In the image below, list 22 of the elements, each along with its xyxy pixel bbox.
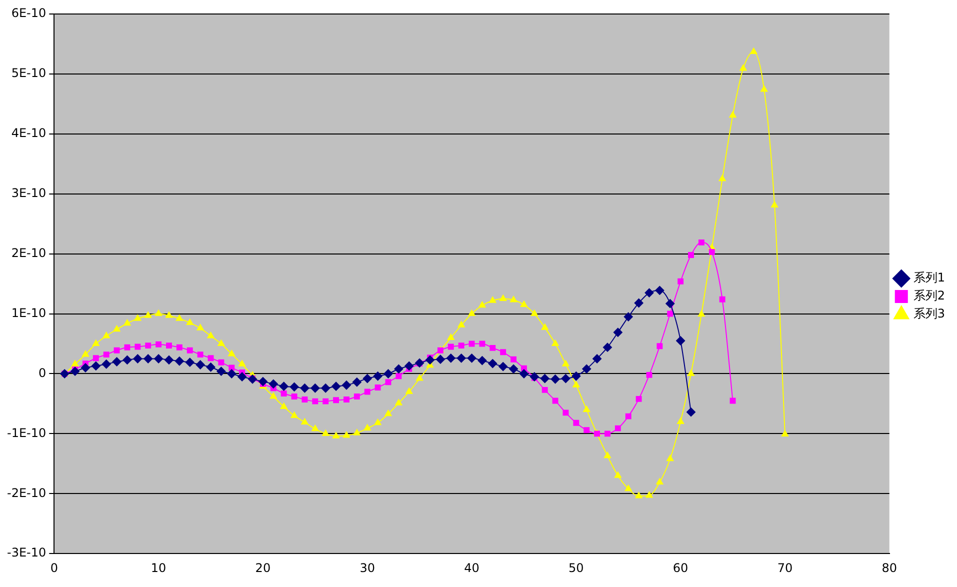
y-tick-label: 3E-10 (11, 186, 46, 200)
y-tick-label: 0 (38, 366, 46, 380)
x-tick-label: 30 (360, 560, 375, 575)
x-tick-label: 70 (777, 560, 793, 575)
x-tick-label: 60 (672, 560, 688, 575)
x-tick-label: 40 (464, 560, 480, 575)
y-tick-label: 1E-10 (11, 306, 46, 320)
y-tick-label: 2E-10 (11, 246, 46, 260)
legend-label: 系列1 (913, 270, 946, 285)
x-tick-label: 10 (150, 560, 166, 575)
x-tick-label: 0 (50, 560, 58, 575)
y-tick-label: -3E-10 (6, 546, 46, 560)
x-tick-label: 50 (568, 560, 584, 575)
y-tick-label: -2E-10 (6, 486, 46, 500)
x-tick-label: 80 (882, 560, 898, 575)
y-tick-label: 6E-10 (11, 6, 46, 20)
x-tick-label: 20 (255, 560, 271, 575)
y-tick-label: -1E-10 (6, 426, 46, 440)
y-tick-label: 4E-10 (11, 126, 46, 140)
y-tick-label: 5E-10 (11, 66, 46, 80)
legend-label: 系列3 (913, 306, 946, 321)
legend-label: 系列2 (913, 288, 946, 303)
